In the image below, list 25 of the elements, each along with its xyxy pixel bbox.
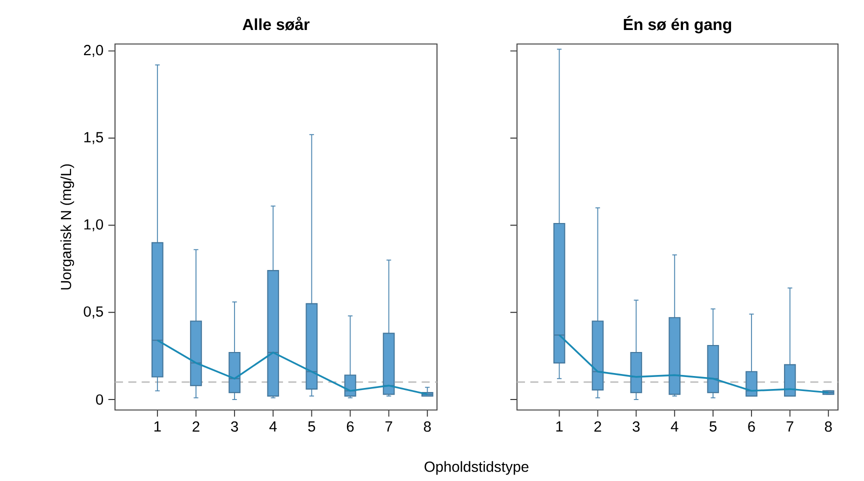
x-tick-label: 8 bbox=[824, 421, 832, 432]
chart-title: Én sø én gang bbox=[624, 16, 732, 34]
x-tick-label: 7 bbox=[786, 421, 794, 432]
chart-title: Alle søår bbox=[242, 16, 310, 30]
x-tick-label: 3 bbox=[632, 421, 640, 432]
x-tick-label: 4 bbox=[269, 421, 277, 432]
y-tick-label: 1,5 bbox=[84, 132, 103, 144]
y-tick-label: 2,0 bbox=[84, 44, 104, 58]
x-tick-label: 8 bbox=[424, 421, 431, 432]
y-tick-label: 0,5 bbox=[84, 306, 103, 318]
x-axis-title: Opholdstidstype bbox=[424, 461, 528, 475]
x-tick-label: 2 bbox=[594, 421, 602, 432]
y-tick-label: 0 bbox=[96, 394, 104, 405]
x-tick-label: 6 bbox=[346, 421, 354, 432]
x-tick-label: 3 bbox=[231, 421, 238, 432]
y-tick-label: 1,0 bbox=[84, 219, 104, 232]
x-tick-label: 7 bbox=[385, 421, 392, 432]
x-tick-label: 1 bbox=[154, 421, 161, 432]
x-tick-label: 5 bbox=[308, 421, 316, 432]
x-tick-label: 6 bbox=[748, 421, 755, 432]
x-tick-label: 2 bbox=[192, 421, 200, 432]
x-tick-label: 4 bbox=[670, 421, 678, 432]
y-axis-title: Uorganisk N (mg/L) bbox=[60, 164, 74, 290]
x-tick-label: 5 bbox=[710, 421, 717, 432]
x-tick-label: 1 bbox=[556, 421, 563, 432]
